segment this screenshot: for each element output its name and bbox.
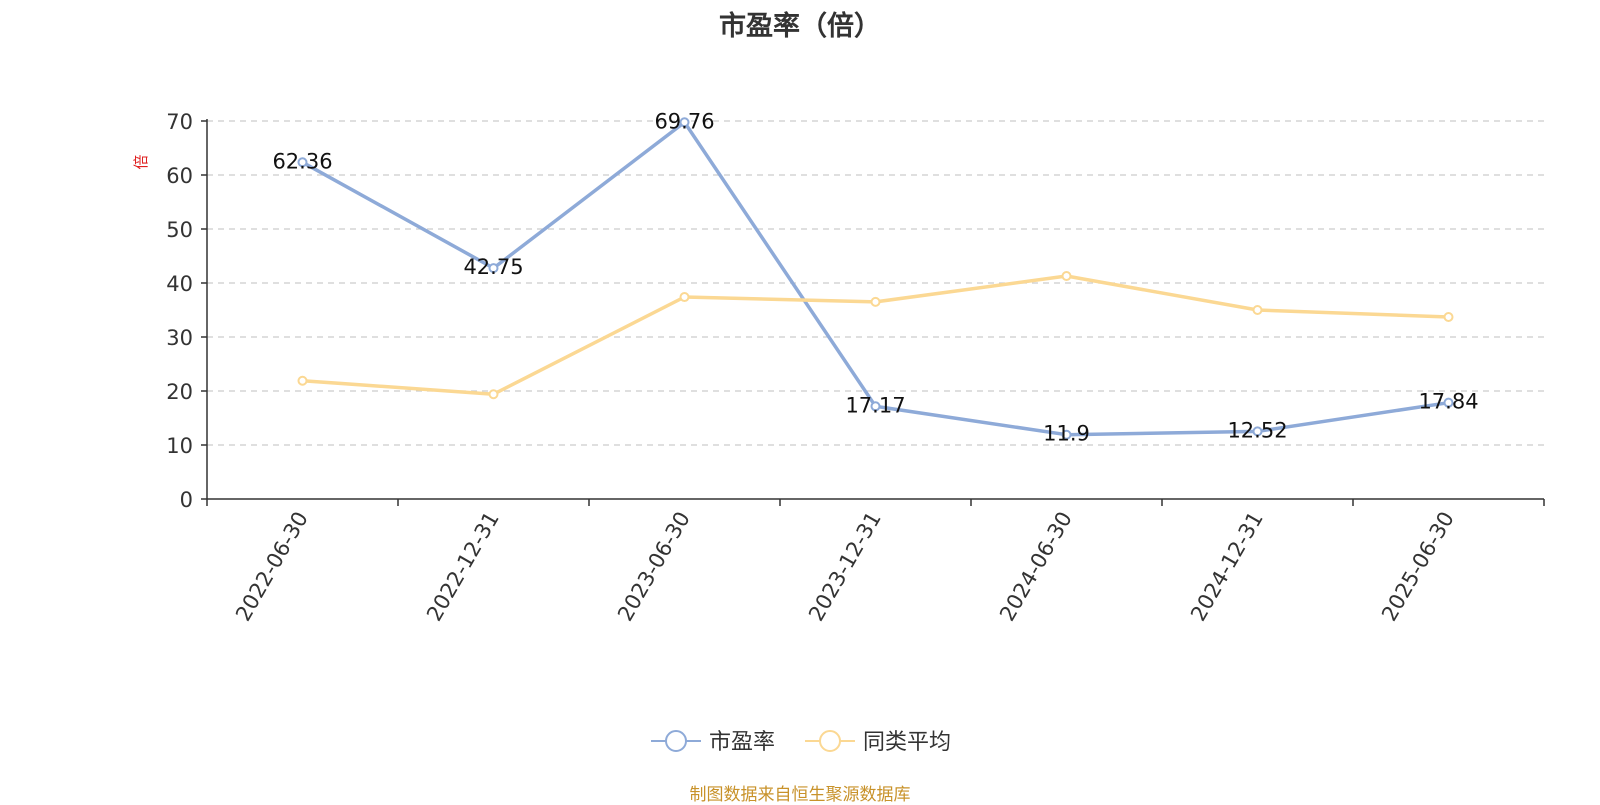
data-point-1 (679, 292, 690, 303)
data-point-1 (1061, 270, 1072, 281)
data-points (297, 117, 1454, 440)
x-tick-label: 2022-06-30 (231, 508, 313, 626)
data-labels: 62.36 42.75 69.76 17.17 11.9 12.52 17.84 (272, 109, 1478, 445)
legend-label: 市盈率 (709, 730, 775, 755)
data-point-1 (488, 389, 499, 400)
data-label: 42.75 (463, 255, 523, 279)
data-label: 11.9 (1043, 422, 1090, 446)
data-point-1 (1443, 312, 1454, 323)
legend: 市盈率 同类平均 (651, 730, 951, 755)
data-point-0 (488, 263, 499, 274)
y-tick-label: 20 (166, 380, 193, 404)
data-point-0 (1061, 429, 1072, 440)
legend-marker (819, 730, 841, 752)
y-axis-label: 倍 (132, 154, 150, 169)
series-line-1 (302, 274, 1449, 396)
data-point-0 (870, 401, 881, 412)
y-tick-label: 50 (166, 218, 193, 242)
y-tick-label: 0 (180, 488, 193, 512)
y-tick-label: 30 (166, 326, 193, 350)
x-tick-label: 2023-06-30 (613, 508, 695, 626)
x-tick-label: 2025-06-30 (1377, 508, 1459, 626)
chart-title: 市盈率（倍） (719, 11, 881, 42)
x-tick-label: 2023-12-31 (804, 508, 886, 626)
legend-label: 同类平均 (863, 730, 951, 755)
data-point-0 (1443, 397, 1454, 408)
axes: 0 10 20 30 40 50 60 70 倍 2022-06-30 2022-12-31 2023… (132, 110, 1545, 626)
data-point-0 (297, 157, 308, 168)
data-point-1 (870, 296, 881, 307)
data-label: 62.36 (272, 149, 332, 173)
x-tick-label: 2024-06-30 (995, 508, 1077, 626)
data-point-1 (1252, 305, 1263, 315)
y-tick-label: 40 (166, 272, 193, 296)
y-tick-label: 60 (166, 164, 193, 188)
y-tick-label: 70 (166, 110, 193, 134)
x-tick-label: 2022-12-31 (422, 508, 504, 626)
legend-marker (665, 730, 687, 752)
data-point-0 (1252, 426, 1263, 437)
data-label: 12.52 (1227, 418, 1287, 442)
data-point-1 (297, 375, 308, 386)
data-point-0 (679, 117, 690, 128)
data-label: 17.17 (845, 393, 905, 417)
x-tick-label: 2024-12-31 (1186, 508, 1268, 626)
y-tick-label: 10 (166, 434, 193, 458)
source-note: 制图数据来自恒生聚源数据库 (689, 785, 911, 805)
data-label: 17.84 (1418, 390, 1478, 414)
data-label: 69.76 (654, 109, 714, 133)
